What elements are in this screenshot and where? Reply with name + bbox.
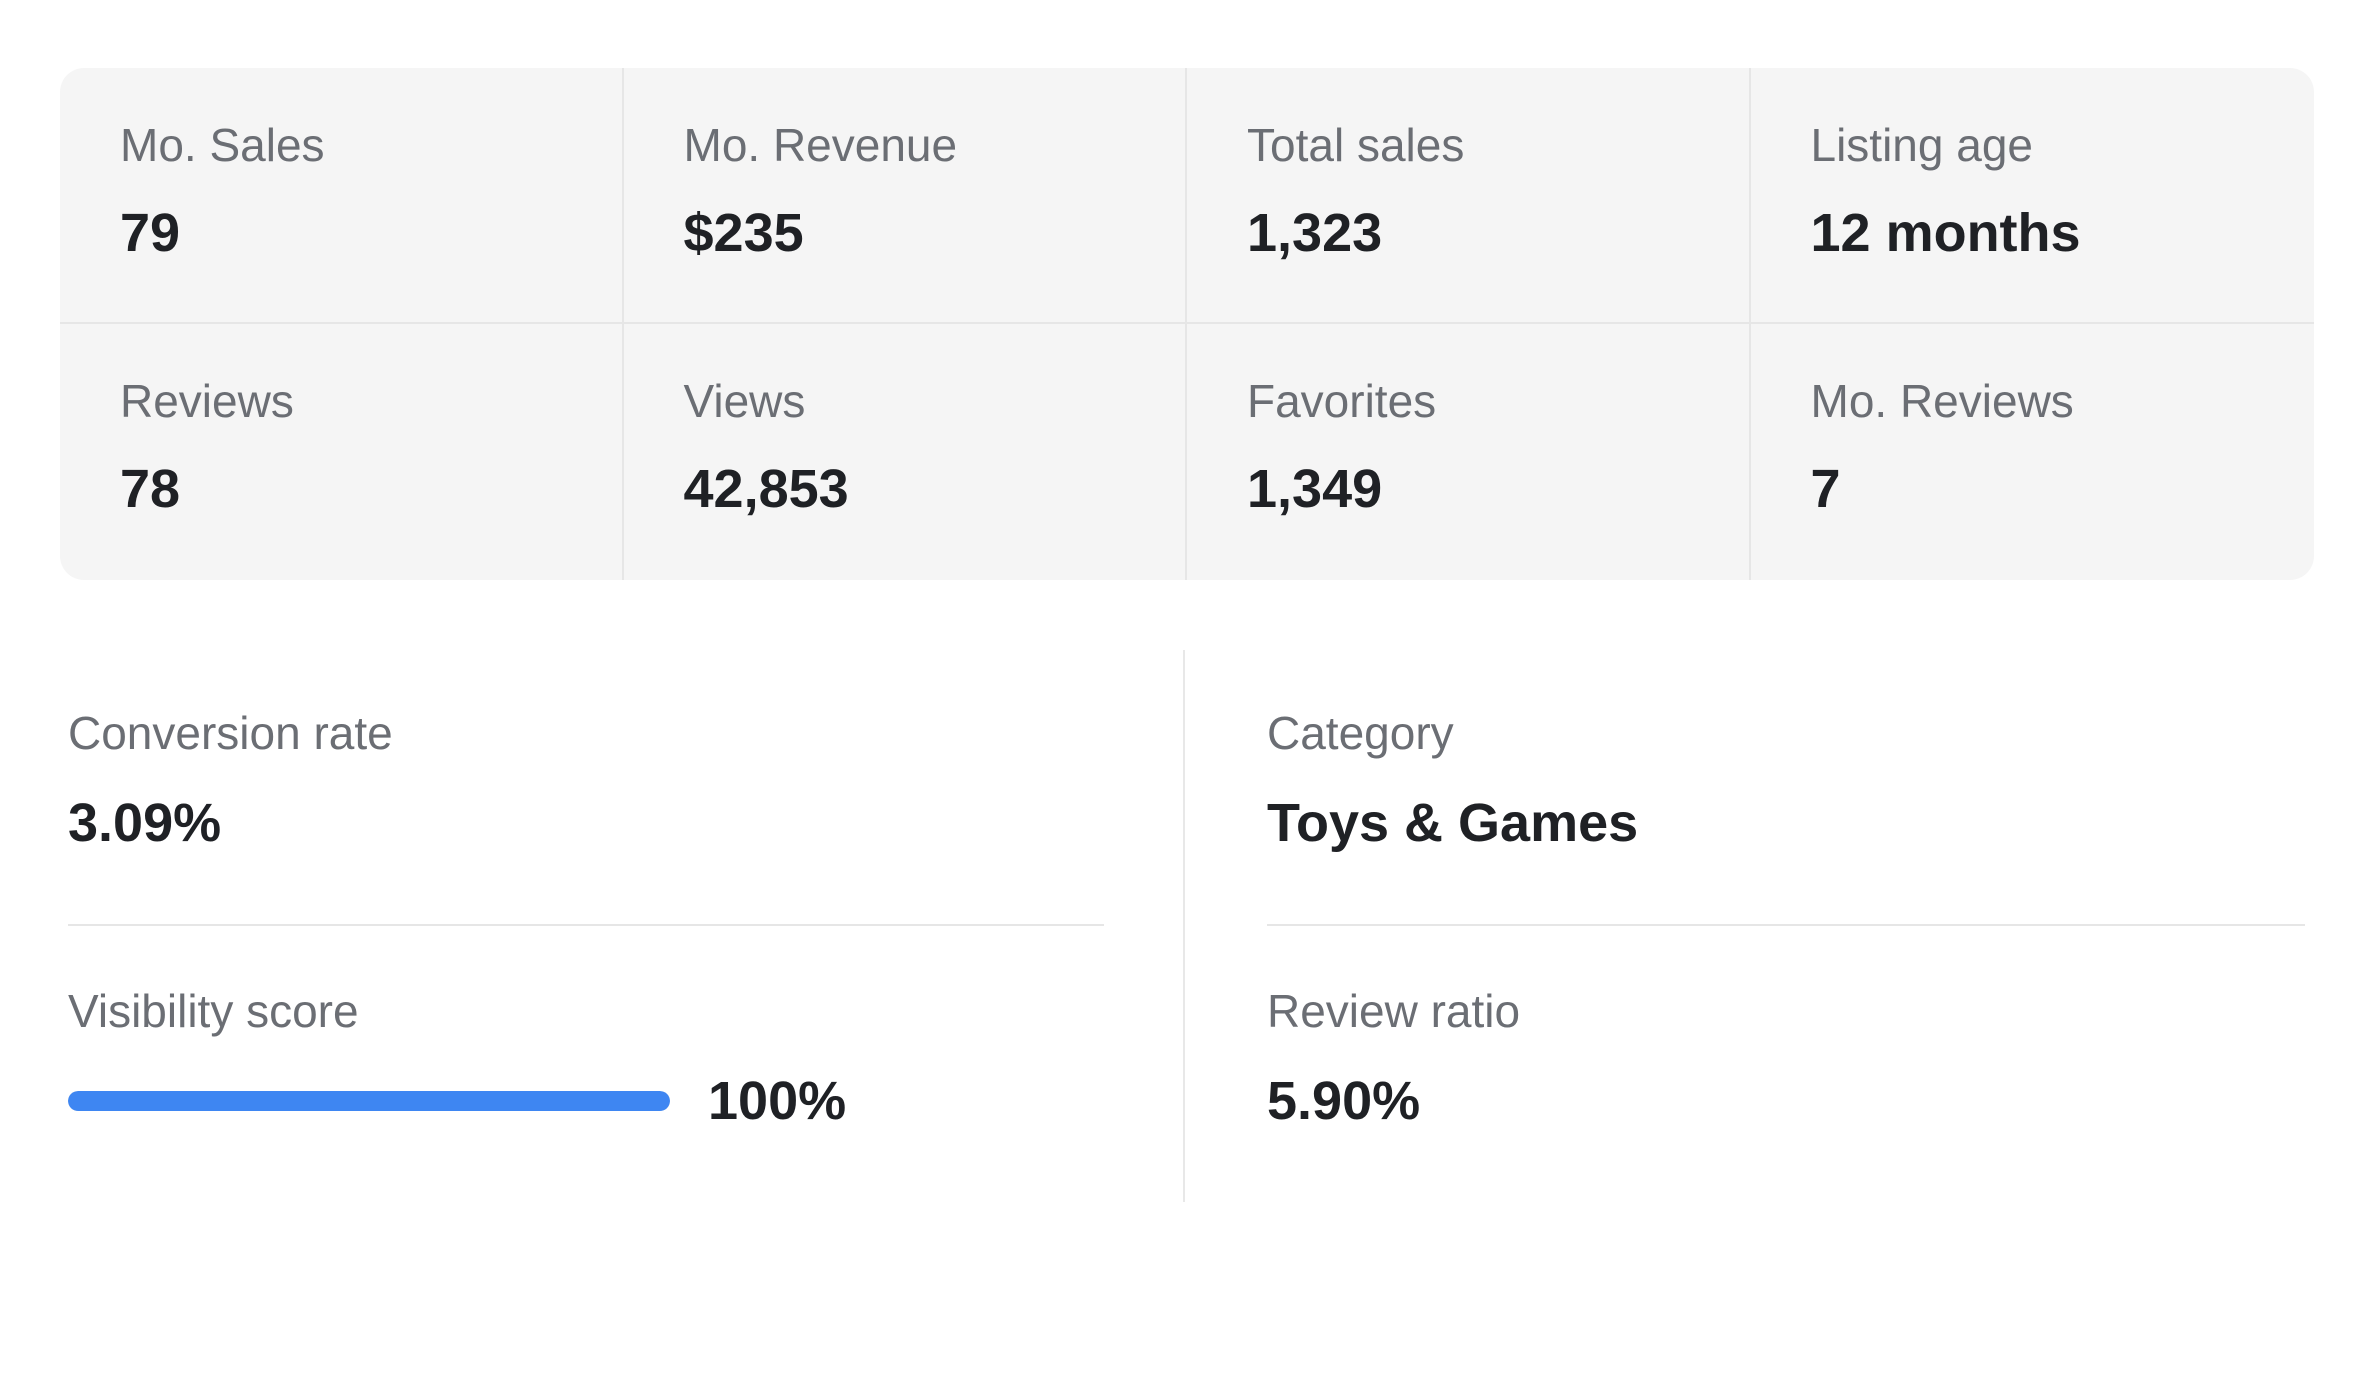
visibility-score-value: 100% bbox=[708, 1071, 847, 1131]
visibility-score-label: Visibility score bbox=[68, 985, 359, 1037]
stat-mo-revenue: Mo. Revenue $235 bbox=[623, 68, 1187, 324]
stat-views: Views 42,853 bbox=[624, 324, 1187, 580]
stat-value: 12 months bbox=[1810, 203, 2081, 263]
stat-label: Views bbox=[683, 375, 806, 427]
visibility-progress-fill bbox=[68, 1091, 670, 1111]
conversion-rate-label: Conversion rate bbox=[68, 707, 393, 759]
stat-mo-reviews: Mo. Reviews 7 bbox=[1751, 324, 2315, 580]
stat-value: 78 bbox=[120, 459, 181, 519]
metrics-right-column: Category Toys & Games Review ratio 5.90% bbox=[1267, 650, 2305, 1202]
conversion-rate-block: Conversion rate 3.09% bbox=[68, 710, 1104, 926]
stat-value: 1,349 bbox=[1247, 459, 1383, 519]
category-block: Category Toys & Games bbox=[1267, 710, 2305, 926]
visibility-progress-row: 100% bbox=[68, 1074, 1104, 1128]
stat-label: Mo. Revenue bbox=[683, 119, 958, 171]
column-divider bbox=[1183, 650, 1185, 1202]
stat-label: Mo. Sales bbox=[120, 119, 325, 171]
stat-value: 42,853 bbox=[683, 459, 849, 519]
review-ratio-label: Review ratio bbox=[1267, 985, 1521, 1037]
visibility-score-block: Visibility score 100% bbox=[68, 988, 1104, 1128]
stat-value: 1,323 bbox=[1247, 203, 1383, 263]
stat-value: 7 bbox=[1810, 459, 1841, 519]
visibility-progress-bar bbox=[68, 1091, 670, 1111]
review-ratio-value: 5.90% bbox=[1267, 1071, 1421, 1131]
stat-label: Reviews bbox=[120, 375, 294, 427]
stat-label: Mo. Reviews bbox=[1810, 375, 2074, 427]
stat-label: Listing age bbox=[1810, 119, 2034, 171]
category-label: Category bbox=[1267, 707, 1454, 759]
stat-listing-age: Listing age 12 months bbox=[1750, 68, 2314, 324]
stat-total-sales: Total sales 1,323 bbox=[1187, 68, 1751, 324]
stat-value: $235 bbox=[683, 203, 804, 263]
review-ratio-block: Review ratio 5.90% bbox=[1267, 988, 2305, 1128]
stats-grid: Mo. Sales 79 Mo. Revenue $235 Total sale… bbox=[60, 68, 2314, 580]
stat-label: Favorites bbox=[1247, 375, 1437, 427]
stat-reviews: Reviews 78 bbox=[60, 324, 624, 580]
stat-value: 79 bbox=[120, 203, 181, 263]
stat-favorites: Favorites 1,349 bbox=[1187, 324, 1751, 580]
stat-label: Total sales bbox=[1247, 119, 1465, 171]
stat-mo-sales: Mo. Sales 79 bbox=[60, 68, 624, 324]
conversion-rate-value: 3.09% bbox=[68, 793, 222, 853]
metrics-left-column: Conversion rate 3.09% Visibility score 1… bbox=[68, 650, 1104, 1202]
category-value: Toys & Games bbox=[1267, 793, 1639, 853]
